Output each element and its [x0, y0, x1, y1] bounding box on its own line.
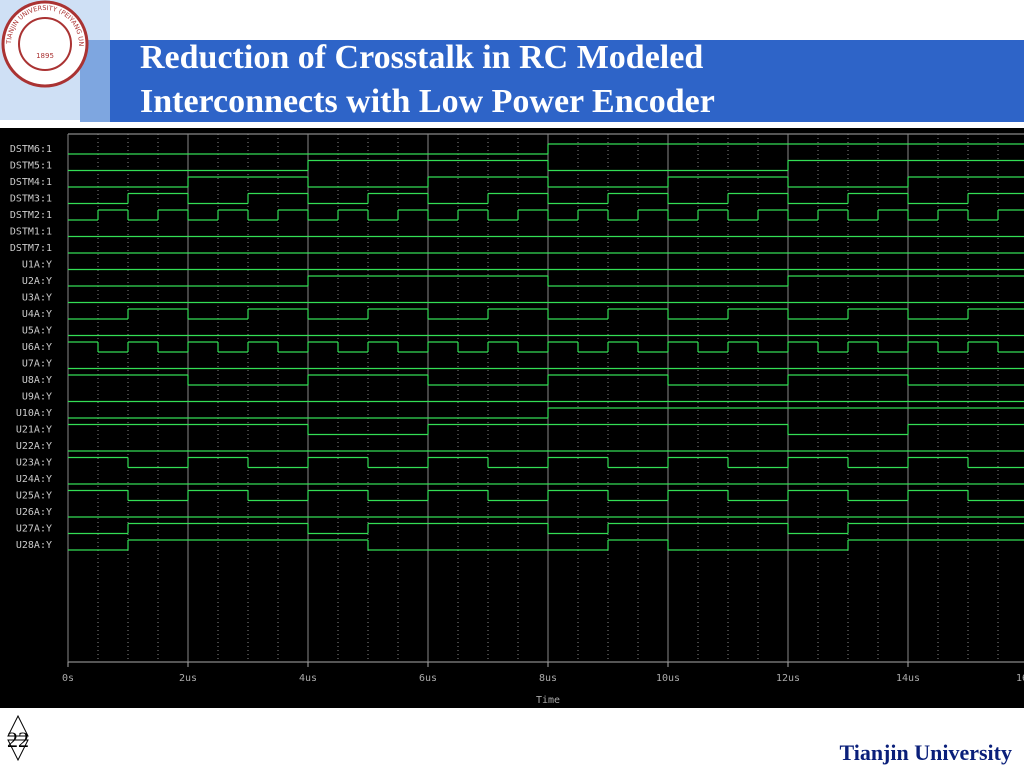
signal-label: U6A:Y: [22, 342, 52, 353]
signal-label: DSTM7:1: [10, 243, 52, 254]
signal-label: U10A:Y: [16, 408, 52, 419]
signal-label: DSTM3:1: [10, 194, 52, 205]
star-icon: [7, 739, 29, 762]
signal-label: U27A:Y: [16, 524, 52, 535]
x-tick-label: 16us: [1016, 673, 1024, 684]
x-tick-label: 14us: [896, 673, 920, 684]
signal-label: DSTM4:1: [10, 177, 52, 188]
signal-label: U5A:Y: [22, 326, 52, 337]
signal-label: U9A:Y: [22, 392, 52, 403]
page-number: 22: [7, 727, 29, 752]
signal-label: U7A:Y: [22, 359, 52, 370]
signal-label: U23A:Y: [16, 458, 52, 469]
title-line: Interconnects with Low Power Encoder: [140, 83, 715, 120]
signal-label: U1A:Y: [22, 260, 52, 271]
star-icon: [7, 714, 29, 737]
x-tick-label: 8us: [539, 673, 557, 684]
signal-label: DSTM6:1: [10, 144, 52, 155]
institution: Tianjin University: [839, 740, 1012, 765]
signal-label: U2A:Y: [22, 276, 52, 287]
x-tick-label: 10us: [656, 673, 680, 684]
signal-label: U26A:Y: [16, 507, 52, 518]
signal-label: U25A:Y: [16, 491, 52, 502]
slide-title: Reduction of Crosstalk in RC Modeled Int…: [140, 36, 715, 124]
logo-year: 1895: [36, 52, 54, 60]
signal-label: U4A:Y: [22, 309, 52, 320]
title-band: [110, 40, 1024, 122]
logo-ring: [18, 17, 72, 71]
signal-label: U21A:Y: [16, 425, 52, 436]
signal-label: U24A:Y: [16, 474, 52, 485]
signal-label: U22A:Y: [16, 441, 52, 452]
signal-label: DSTM1:1: [10, 227, 52, 238]
signal-label: U8A:Y: [22, 375, 52, 386]
signal-label: U3A:Y: [22, 293, 52, 304]
x-axis-label: Time: [536, 695, 560, 706]
x-tick-label: 6us: [419, 673, 437, 684]
x-tick-label: 12us: [776, 673, 800, 684]
signal-label: DSTM2:1: [10, 210, 52, 221]
x-tick-label: 2us: [179, 673, 197, 684]
signal-label: DSTM5:1: [10, 161, 52, 172]
signal-label: U28A:Y: [16, 540, 52, 551]
x-tick-label: 0s: [62, 673, 74, 684]
title-line: Reduction of Crosstalk in RC Modeled: [140, 39, 704, 76]
x-tick-label: 4us: [299, 673, 317, 684]
chart: 0s 2us 4us 6us 8us 10us 12us 14us 16us Time DSTM6:…: [0, 128, 1024, 708]
logo: [1, 0, 89, 88]
